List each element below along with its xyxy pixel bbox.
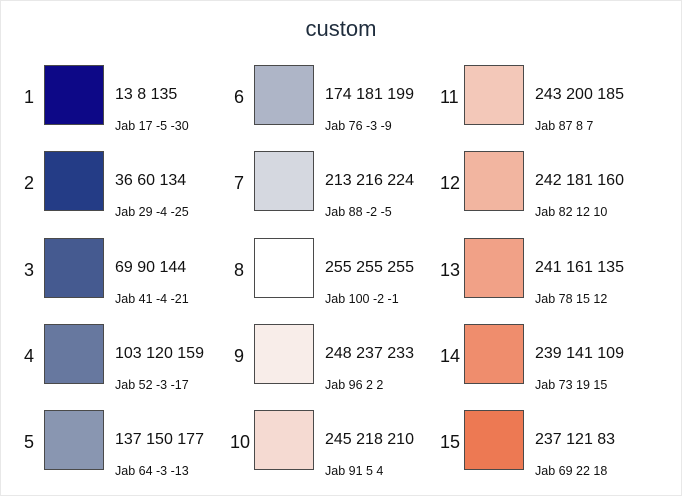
color-swatch [44,324,104,384]
swatch-index: 6 [234,87,245,107]
color-swatch [464,65,524,125]
color-swatch [464,151,524,211]
swatch-rgb-value: 248 237 233 [325,345,414,362]
color-swatch [44,65,104,125]
swatch-jab-value: Jab 91 5 4 [325,464,384,478]
color-swatch [44,410,104,470]
color-swatch [464,324,524,384]
swatch-rgb-value: 237 121 83 [535,431,616,448]
swatch-jab-value: Jab 100 -2 -1 [325,292,399,306]
swatch-jab-value: Jab 78 15 12 [535,292,608,306]
swatch-jab-value: Jab 88 -2 -5 [325,205,392,219]
swatch-rgb-value: 243 200 185 [535,86,624,103]
swatch-rgb-value: 103 120 159 [115,345,204,362]
swatch-index: 11 [440,87,459,107]
swatch-jab-value: Jab 41 -4 -21 [115,292,189,306]
swatch-index: 12 [440,173,461,193]
swatch-index: 13 [440,260,461,280]
swatch-index: 15 [440,432,461,452]
color-swatch [254,324,314,384]
swatch-jab-value: Jab 87 8 7 [535,119,594,133]
swatch-index: 9 [234,346,245,366]
color-swatch [464,410,524,470]
color-swatch [464,238,524,298]
color-swatch [254,410,314,470]
swatch-jab-value: Jab 73 19 15 [535,378,608,392]
swatch-rgb-value: 245 218 210 [325,431,414,448]
color-swatch [44,151,104,211]
swatch-index: 3 [24,260,35,280]
swatch-jab-value: Jab 69 22 18 [535,464,608,478]
swatch-jab-value: Jab 64 -3 -13 [115,464,189,478]
color-swatch [44,238,104,298]
swatch-rgb-value: 174 181 199 [325,86,414,103]
swatch-jab-value: Jab 29 -4 -25 [115,205,189,219]
swatch-index: 14 [440,346,461,366]
swatch-rgb-value: 213 216 224 [325,172,414,189]
color-swatch [254,151,314,211]
swatch-jab-value: Jab 76 -3 -9 [325,119,392,133]
swatch-rgb-value: 241 161 135 [535,259,624,276]
swatch-index: 5 [24,432,35,452]
swatch-jab-value: Jab 52 -3 -17 [115,378,189,392]
swatch-index: 2 [24,173,35,193]
swatch-index: 4 [24,346,35,366]
swatch-rgb-value: 36 60 134 [115,172,187,189]
swatch-rgb-value: 239 141 109 [535,345,624,362]
swatch-rgb-value: 69 90 144 [115,259,187,276]
color-swatch [254,238,314,298]
swatch-jab-value: Jab 17 -5 -30 [115,119,189,133]
swatch-rgb-value: 242 181 160 [535,172,624,189]
figure-title: custom [305,16,377,41]
swatch-rgb-value: 13 8 135 [115,86,178,103]
color-swatch [254,65,314,125]
swatch-jab-value: Jab 96 2 2 [325,378,384,392]
swatch-index: 8 [234,260,245,280]
swatch-index: 1 [24,87,35,107]
swatch-rgb-value: 137 150 177 [115,431,204,448]
swatch-index: 7 [234,173,245,193]
swatch-jab-value: Jab 82 12 10 [535,205,608,219]
swatch-index: 10 [230,432,251,452]
swatch-rgb-value: 255 255 255 [325,259,414,276]
